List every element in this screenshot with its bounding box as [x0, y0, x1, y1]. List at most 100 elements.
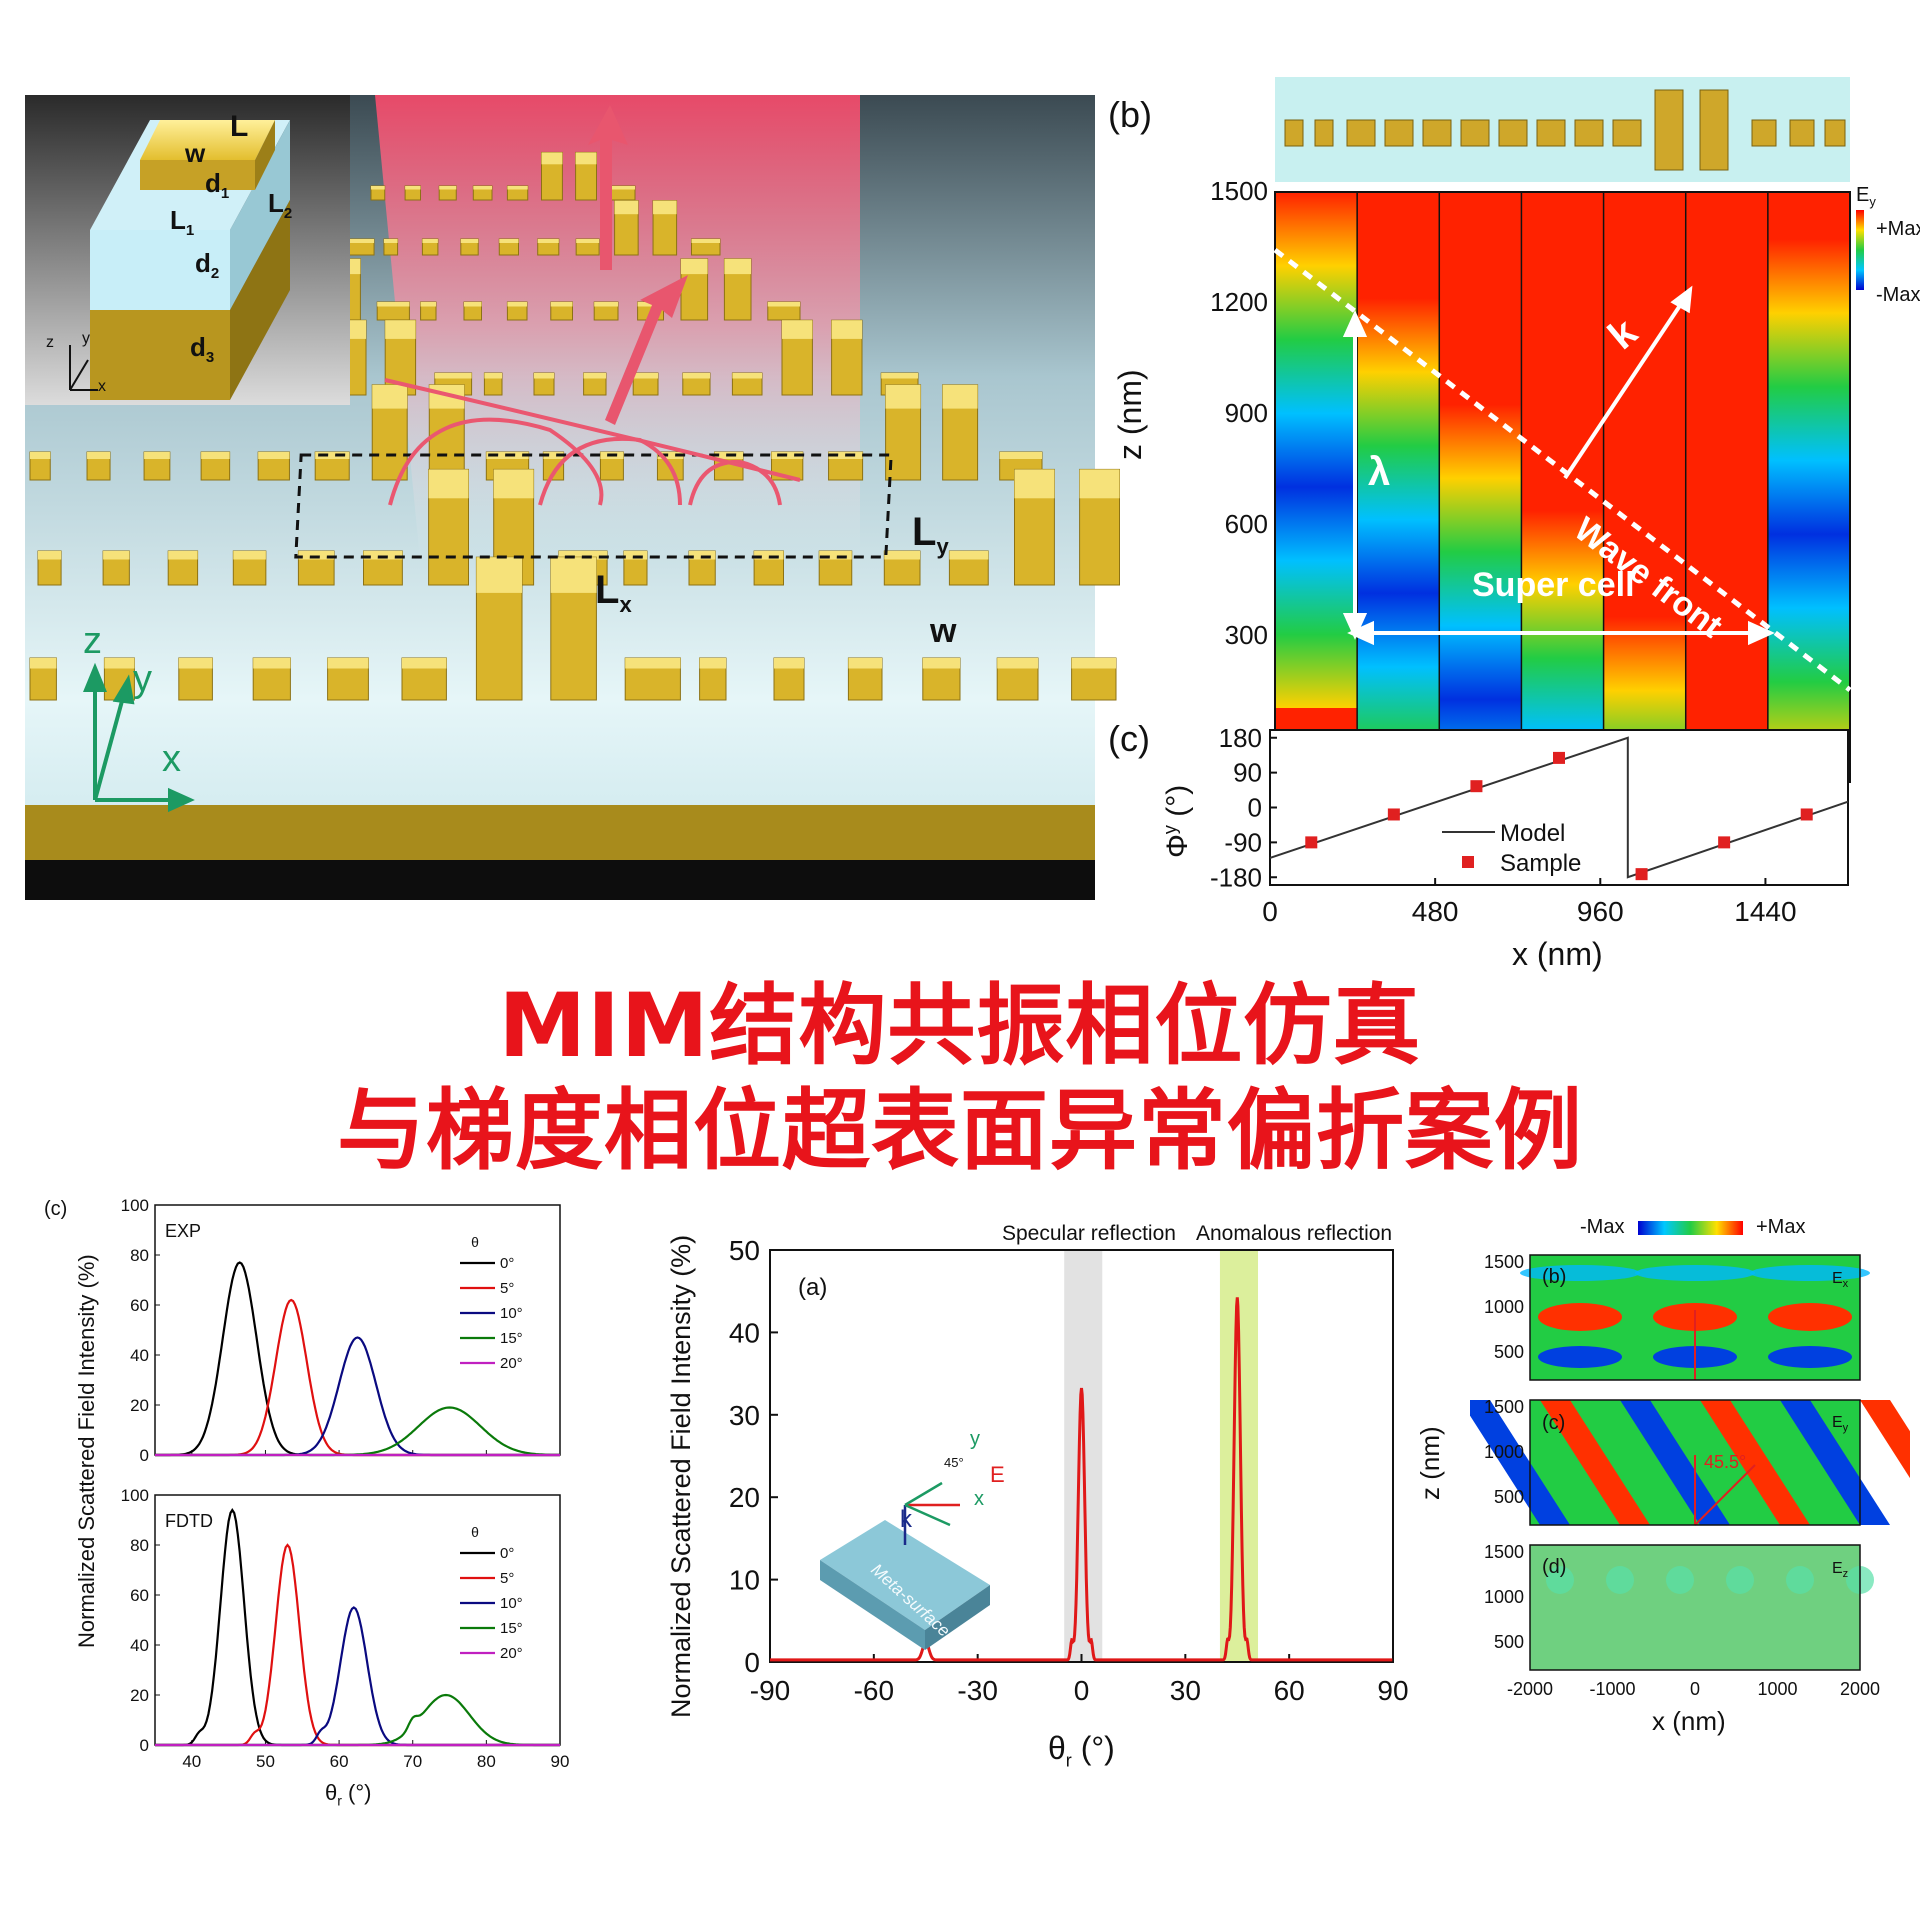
- nanobar: [404, 185, 422, 201]
- strip-bar: [1536, 119, 1566, 147]
- nanobar: [624, 657, 681, 701]
- phase-sample-point: [1553, 751, 1565, 764]
- legend-entry: 10°: [500, 1595, 523, 1612]
- nanobar: [116, 301, 137, 321]
- nanobar: [268, 200, 293, 256]
- nanobar: [541, 151, 563, 201]
- nanobar: [723, 258, 752, 321]
- nanobar-top: [682, 373, 710, 379]
- nanobar-top: [633, 373, 658, 379]
- reflection-ytick-label: 0: [744, 1647, 760, 1678]
- nanobar-top: [689, 551, 716, 560]
- incident-arrow: [588, 105, 628, 270]
- field-xtick-label: -2000: [1507, 1679, 1553, 1699]
- nanobar-top: [64, 186, 78, 190]
- angle-xtick-label: 90: [551, 1752, 570, 1771]
- nanobar-top: [87, 373, 108, 379]
- nanobar: [29, 185, 43, 201]
- supercell-bar-strip: [1284, 89, 1846, 171]
- nanobar-top: [507, 186, 528, 190]
- supercell-outline: [294, 453, 893, 559]
- inset-label-d2: d2: [195, 248, 220, 283]
- nanobar-top: [87, 452, 111, 459]
- nanobar: [371, 384, 408, 481]
- nanobar: [883, 550, 921, 586]
- nanobar: [428, 384, 465, 481]
- nanobar: [847, 657, 883, 701]
- nanobar-top: [372, 384, 408, 409]
- exp-fdtd-charts: 0 20 40 60 80 100 EXP θ 0° 5° 10° 15° 20° 0 20 40 60 80 10…: [121, 1196, 570, 1771]
- ey-wavefront-band: [1700, 1400, 1810, 1525]
- nanobar: [234, 151, 257, 201]
- huygens-wavelets: [384, 378, 801, 506]
- nanobar-top: [460, 239, 479, 243]
- strip-bar: [1612, 119, 1642, 147]
- nanobar-top: [422, 239, 438, 243]
- field-xtick-label: -1000: [1589, 1679, 1635, 1699]
- nanobar: [472, 185, 493, 201]
- nanobar-top: [103, 551, 130, 560]
- phase-ytick-label: -90: [1224, 827, 1262, 857]
- strip-bar: [1699, 89, 1729, 171]
- nanobar: [246, 301, 274, 321]
- field-panel-frame: [1529, 1544, 1861, 1671]
- nanobar: [550, 556, 597, 701]
- nanobar-top: [385, 320, 416, 339]
- nanobar-top: [233, 551, 266, 560]
- nanobar: [114, 238, 133, 256]
- nanobar-top: [383, 239, 398, 243]
- nanobar-top: [30, 658, 57, 669]
- nanobar-top: [541, 152, 563, 165]
- nanobar: [880, 372, 919, 396]
- phase-model-line: [1269, 736, 1849, 879]
- nanobar-top: [922, 658, 960, 669]
- phase-ytick-label: 0: [1248, 793, 1262, 823]
- nanobar-top: [203, 302, 228, 307]
- field-ytick-label: 1500: [1484, 1252, 1524, 1272]
- ex-lobe-cyan: [1750, 1265, 1870, 1281]
- phase-sample-point: [1718, 836, 1731, 849]
- angle-ytick-label: 40: [130, 1636, 149, 1655]
- phase-sample-point: [1635, 868, 1648, 881]
- legend-entry: 5°: [500, 1280, 514, 1297]
- legend-title: θ: [471, 1524, 479, 1540]
- nanobar: [550, 301, 573, 321]
- angle-ytick-label: 100: [121, 1196, 149, 1215]
- nanobar-top: [819, 551, 852, 560]
- nanobar: [384, 319, 417, 396]
- inset-y-arrow: [904, 1481, 943, 1507]
- field-stripe: [1521, 192, 1605, 782]
- nanobar-top: [76, 239, 92, 243]
- nanobar-top: [290, 258, 317, 275]
- nanobar: [86, 451, 111, 481]
- nanobar: [37, 238, 53, 256]
- label-Lx: Lx: [595, 568, 632, 617]
- field-stripe: [1357, 192, 1440, 782]
- nanobar-top: [699, 658, 726, 669]
- phase-sample-point: [1470, 780, 1483, 793]
- nanobar: [131, 185, 150, 201]
- nanobar: [200, 185, 222, 201]
- nanobar: [257, 451, 290, 481]
- nanobar: [773, 657, 805, 701]
- xyz-axes: [83, 662, 195, 813]
- nanobar: [363, 550, 403, 586]
- reflection-ytick-label: 50: [729, 1235, 760, 1266]
- ex-lobe-red: [1768, 1303, 1852, 1331]
- phase-sample-point: [1305, 836, 1318, 849]
- strip-bar: [1789, 119, 1815, 147]
- nanobar-top: [168, 551, 198, 560]
- nanobar: [152, 238, 174, 256]
- nanobar: [558, 550, 608, 586]
- field-stripe: [1767, 192, 1851, 782]
- inset-label-d3: d3: [190, 332, 215, 367]
- nanobar-top: [884, 551, 920, 560]
- field-panel-bg: [1530, 1545, 1860, 1670]
- nanobar-top: [363, 551, 403, 560]
- nanobar: [493, 468, 535, 586]
- legend-sample-marker: [1462, 856, 1474, 868]
- nanobar-top: [550, 302, 573, 307]
- nanobar: [583, 372, 607, 396]
- legend-entry: 5°: [500, 1570, 514, 1587]
- nanobar: [200, 451, 231, 481]
